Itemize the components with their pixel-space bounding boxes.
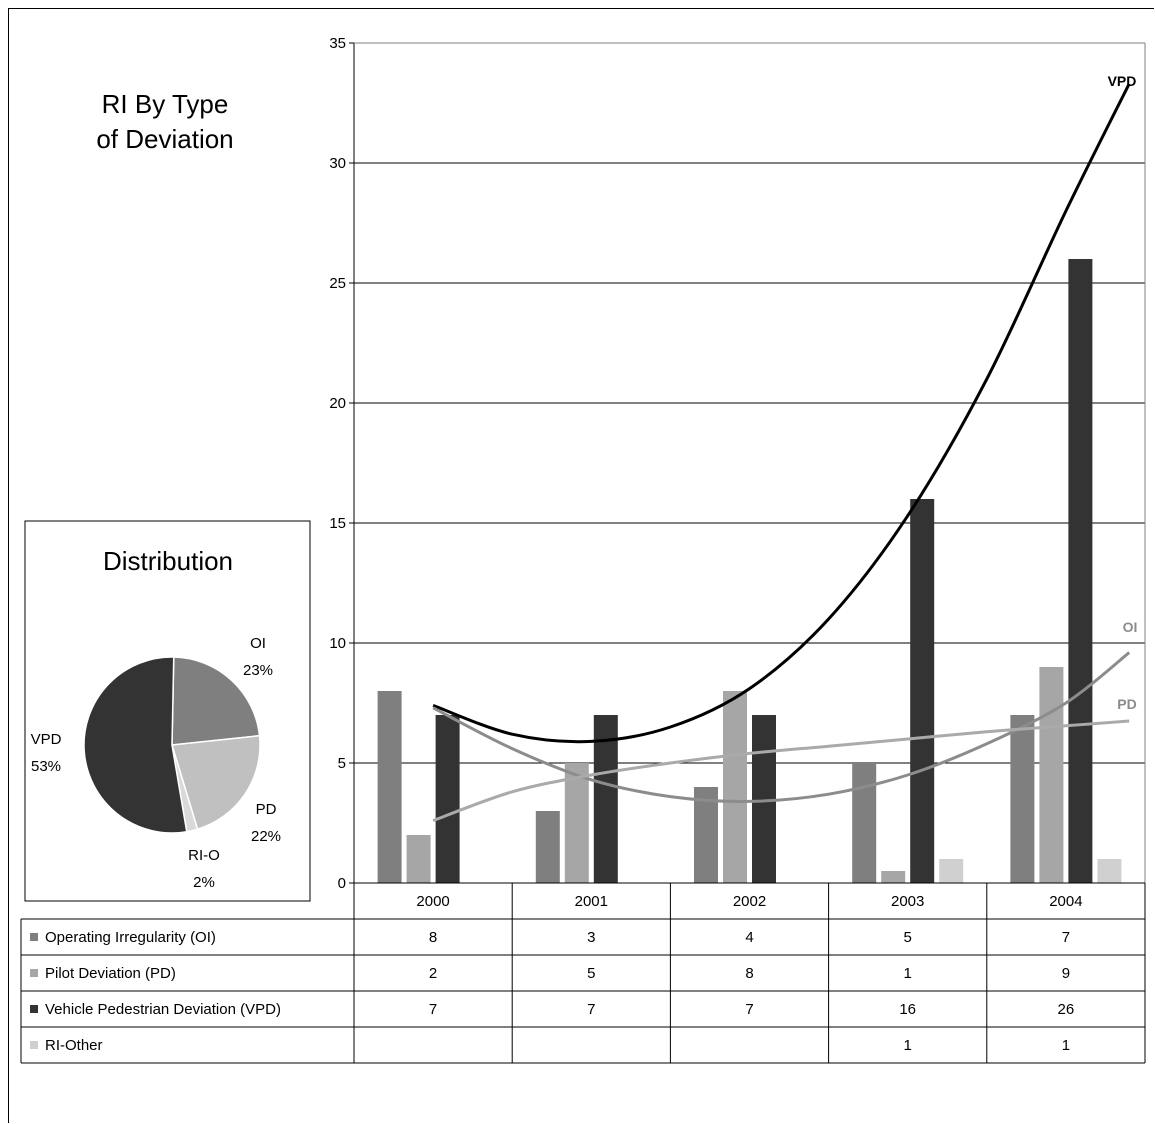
y-tick-label: 25 bbox=[329, 275, 346, 292]
bar-2-2001 bbox=[564, 763, 589, 883]
legend-swatch bbox=[30, 1005, 38, 1013]
table-cell: 1 bbox=[1062, 1037, 1070, 1054]
bar-2-2003 bbox=[881, 871, 906, 883]
x-category-label: 2002 bbox=[733, 893, 766, 910]
table-cell: 8 bbox=[745, 965, 753, 982]
bar-1-2000 bbox=[377, 691, 402, 883]
table-row-label: Vehicle Pedestrian Deviation (VPD) bbox=[45, 1001, 281, 1018]
bar-4-2003 bbox=[939, 859, 964, 883]
plot-area: 0 5 10 15 20 25 30 35 VPD OI PD bbox=[329, 35, 1146, 892]
y-tick-label: 5 bbox=[338, 755, 346, 772]
bar-3-2000 bbox=[435, 715, 460, 883]
trendline-vpd bbox=[432, 83, 1131, 744]
table-cell: 5 bbox=[587, 965, 595, 982]
legend-swatch bbox=[30, 1041, 38, 1049]
pie-label-oi: OI bbox=[250, 635, 266, 652]
pie-label-vpd: VPD bbox=[31, 731, 62, 748]
chart-title-line-1: RI By Type bbox=[102, 89, 229, 119]
bar-1-2002 bbox=[694, 787, 718, 883]
chart-frame bbox=[8, 8, 1154, 1123]
trendline-label-pd: PD bbox=[1117, 696, 1136, 712]
pie-pct-vpd: 53% bbox=[31, 758, 61, 775]
table-cell: 3 bbox=[587, 929, 595, 946]
pie-chart bbox=[83, 656, 261, 834]
pie-pct-pd: 22% bbox=[251, 828, 281, 845]
table-row-label: Operating Irregularity (OI) bbox=[45, 929, 216, 946]
bar-3-2002 bbox=[752, 715, 776, 883]
bar-3-2003 bbox=[910, 499, 935, 883]
table-row-label: Pilot Deviation (PD) bbox=[45, 965, 176, 982]
x-category-label: 2004 bbox=[1049, 893, 1082, 910]
table-cell: 9 bbox=[1062, 965, 1070, 982]
pie-slice-pd bbox=[171, 734, 261, 831]
bar-1-2001 bbox=[535, 811, 560, 883]
bar-4-2004 bbox=[1097, 859, 1122, 883]
bar-2-2004 bbox=[1039, 667, 1064, 883]
y-tick-label: 10 bbox=[329, 635, 346, 652]
table-cell: 1 bbox=[904, 965, 912, 982]
pie-label-rio: RI-O bbox=[188, 847, 220, 864]
table-cell: 4 bbox=[745, 929, 753, 946]
y-tick-label: 20 bbox=[329, 395, 346, 412]
legend-swatch bbox=[30, 969, 38, 977]
legend-swatch bbox=[30, 933, 38, 941]
table-cell: 5 bbox=[904, 929, 912, 946]
table-cell: 7 bbox=[587, 1001, 595, 1018]
pie-label-pd: PD bbox=[256, 801, 277, 818]
table-cell: 7 bbox=[745, 1001, 753, 1018]
bar-2-2000 bbox=[406, 835, 431, 883]
x-category-label: 2000 bbox=[416, 893, 449, 910]
trendline-pd bbox=[432, 719, 1130, 823]
y-tick-label: 35 bbox=[329, 35, 346, 52]
pie-slice-oi bbox=[171, 656, 261, 746]
table-cell: 8 bbox=[429, 929, 437, 946]
table-cell: 2 bbox=[429, 965, 437, 982]
table-cell: 16 bbox=[899, 1001, 916, 1018]
pie-slice-vpd bbox=[83, 656, 188, 834]
bar-3-2004 bbox=[1068, 259, 1093, 883]
table-cell: 7 bbox=[1062, 929, 1070, 946]
table-row-label: RI-Other bbox=[45, 1037, 103, 1054]
y-tick-label: 0 bbox=[338, 875, 346, 892]
table-cell: 26 bbox=[1058, 1001, 1075, 1018]
y-tick-label: 15 bbox=[329, 515, 346, 532]
x-category-label: 2003 bbox=[891, 893, 924, 910]
chart-title-line-2: of Deviation bbox=[96, 124, 233, 154]
trendline-oi bbox=[432, 651, 1131, 803]
bar-1-2003 bbox=[852, 763, 877, 883]
y-tick-label: 30 bbox=[329, 155, 346, 172]
pie-pct-oi: 23% bbox=[243, 662, 273, 679]
pie-pct-rio: 2% bbox=[193, 874, 215, 891]
data-table: 2000 2001 2002 2003 2004 Operating Irregulari… bbox=[20, 882, 1146, 1064]
bar-1-2004 bbox=[1010, 715, 1035, 883]
trendline-label-oi: OI bbox=[1123, 619, 1138, 635]
table-cell: 1 bbox=[904, 1037, 912, 1054]
x-category-label: 2001 bbox=[575, 893, 608, 910]
table-cell: 7 bbox=[429, 1001, 437, 1018]
bar-3-2001 bbox=[593, 715, 618, 883]
bar-2-2002 bbox=[723, 691, 747, 883]
pie-title: Distribution bbox=[103, 546, 233, 576]
trendline-label-vpd: VPD bbox=[1108, 73, 1137, 89]
